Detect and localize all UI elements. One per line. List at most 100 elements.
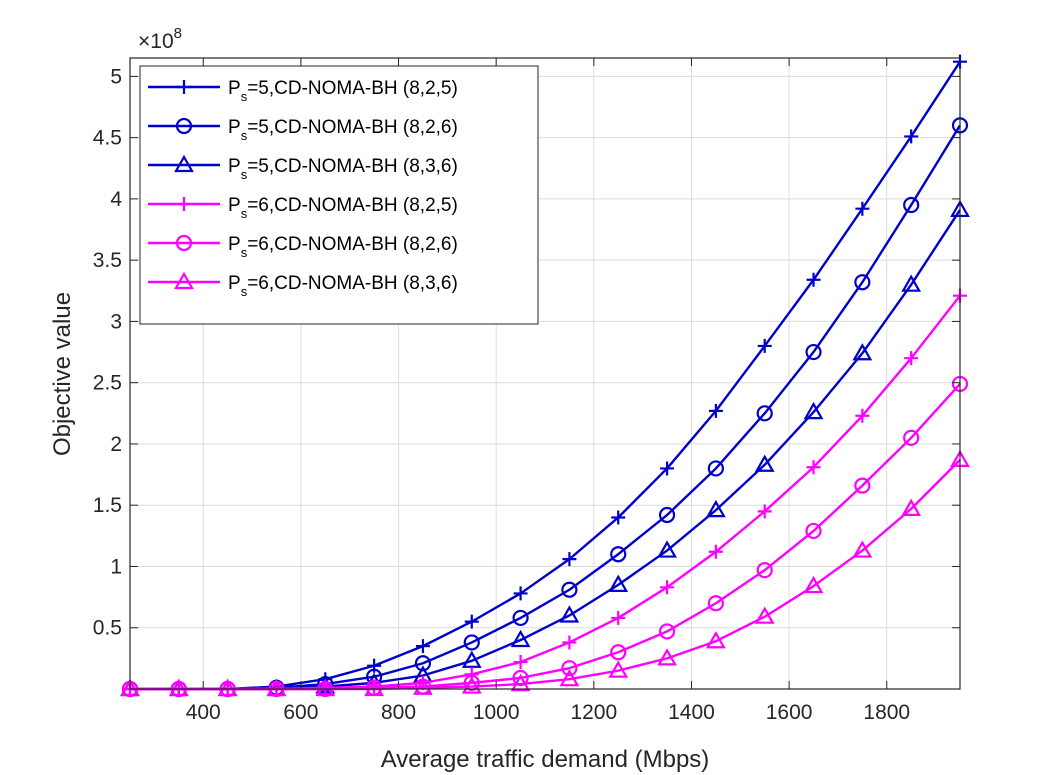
circle-marker	[463, 634, 480, 651]
plus-marker	[855, 408, 870, 423]
x-tick-label: 1000	[473, 701, 520, 724]
triangle-marker	[901, 274, 922, 292]
y-tick-label: 0.5	[93, 617, 122, 640]
triangle-marker	[705, 499, 726, 518]
y-multiplier-base: ×10	[138, 30, 174, 53]
circle-marker	[707, 595, 724, 612]
plus-marker	[806, 272, 821, 287]
y-multiplier-exponent: 8	[174, 25, 182, 42]
circle-marker	[903, 196, 920, 214]
legend-label: Ps=5,CD-NOMA-BH (8,3,6)	[228, 156, 458, 182]
triangle-marker	[754, 454, 775, 472]
triangle-marker	[315, 678, 336, 697]
plus-marker	[708, 544, 723, 559]
triangle-marker	[754, 606, 775, 624]
circle-marker	[805, 522, 822, 540]
y-tick-label: 5	[110, 65, 122, 88]
x-tick-label: 600	[283, 701, 318, 724]
plus-marker	[708, 403, 723, 418]
triangle-marker	[559, 668, 580, 687]
legend-label: Ps=6,CD-NOMA-BH (8,2,5)	[228, 195, 458, 221]
x-tick-label: 1400	[668, 701, 715, 724]
grid	[130, 58, 960, 689]
circle-marker	[561, 660, 578, 677]
triangle-marker	[559, 605, 580, 623]
plot-frame	[129, 57, 961, 690]
plus-marker	[415, 639, 430, 654]
plus-marker	[806, 460, 821, 475]
circle-marker	[414, 655, 432, 672]
plus-marker	[177, 80, 191, 94]
ticks: 400 600 800 1000 1200 1400 1600 1800 0.5 1 1.5 2 2.5…	[93, 58, 960, 724]
triangle-marker	[608, 574, 629, 592]
legend-label: Ps=6,CD-NOMA-BH (8,3,6)	[228, 273, 458, 299]
circle-marker	[658, 623, 676, 640]
y-multiplier: ×108	[138, 25, 182, 53]
triangle-marker	[852, 343, 873, 361]
legend-label-rest: =5,CD-NOMA-BH (8,2,6)	[247, 117, 458, 138]
legend: Ps=5,CD-NOMA-BH (8,2,5)Ps=5,CD-NOMA-BH (…	[139, 65, 539, 325]
circle-marker	[707, 460, 724, 477]
triangle-marker	[803, 401, 824, 420]
legend-label: Ps=5,CD-NOMA-BH (8,2,5)	[228, 78, 458, 104]
legend-entry: Ps=6,CD-NOMA-BH (8,2,5)	[148, 195, 458, 221]
x-tick-label: 1200	[570, 701, 617, 724]
circle-marker	[561, 581, 578, 598]
plus-marker	[660, 580, 675, 595]
triangle-marker	[120, 678, 140, 697]
legend-entry: Ps=5,CD-NOMA-BH (8,2,6)	[148, 117, 458, 143]
x-tick-label: 400	[186, 701, 221, 724]
legend-entry: Ps=5,CD-NOMA-BH (8,3,6)	[148, 154, 458, 182]
legend-label-rest: =5,CD-NOMA-BH (8,2,5)	[247, 78, 458, 99]
legend-label-sub: s	[241, 167, 248, 182]
legend-label-sub: s	[241, 128, 248, 143]
triangle-marker	[168, 678, 189, 697]
circle-marker	[175, 117, 193, 135]
circle-marker	[658, 506, 676, 524]
plus-marker	[562, 552, 577, 567]
x-tick-label: 1800	[863, 701, 910, 724]
circle-marker	[610, 546, 627, 563]
x-tick-label: 1600	[766, 701, 813, 724]
circle-marker	[512, 609, 529, 627]
y-axis-label: Objective value	[49, 292, 76, 456]
circle-marker	[756, 405, 773, 422]
circle-marker	[805, 343, 822, 361]
y-tick-label: 3.5	[93, 249, 122, 272]
plus-marker	[611, 510, 626, 525]
legend-label-sub: s	[241, 245, 248, 260]
triangle-marker	[461, 650, 482, 668]
plus-marker	[562, 635, 577, 650]
legend-label-sub: s	[241, 89, 248, 104]
legend-label-rest: =6,CD-NOMA-BH (8,2,5)	[247, 195, 458, 216]
legend-label-main: P	[228, 195, 241, 216]
circle-marker	[463, 674, 480, 691]
plus-marker	[611, 610, 626, 625]
triangle-marker	[852, 540, 873, 558]
legend-label-main: P	[228, 234, 241, 255]
plus-marker	[660, 461, 675, 476]
legend-label: Ps=5,CD-NOMA-BH (8,2,6)	[228, 117, 458, 143]
plus-marker	[757, 504, 772, 519]
legend-label-main: P	[228, 273, 241, 294]
legend-entry: Ps=6,CD-NOMA-BH (8,2,6)	[148, 234, 458, 260]
legend-label-rest: =6,CD-NOMA-BH (8,2,6)	[247, 234, 458, 255]
y-tick-label: 2	[110, 433, 122, 456]
circle-marker	[854, 477, 871, 494]
legend-label-main: P	[228, 156, 241, 177]
triangle-marker	[510, 629, 531, 648]
plus-marker	[464, 614, 479, 629]
legend-label-main: P	[228, 117, 241, 138]
x-axis-label: Average traffic demand (Mbps)	[381, 746, 710, 773]
y-tick-label: 2.5	[93, 372, 122, 395]
triangle-marker	[217, 678, 238, 697]
triangle-marker	[413, 677, 433, 695]
y-tick-label: 1.5	[93, 494, 122, 517]
triangle-marker	[174, 271, 194, 290]
triangle-marker	[657, 648, 677, 666]
circle-marker	[903, 429, 920, 446]
plus-marker	[904, 351, 919, 366]
y-tick-label: 3	[110, 310, 122, 333]
plus-marker	[177, 197, 191, 211]
